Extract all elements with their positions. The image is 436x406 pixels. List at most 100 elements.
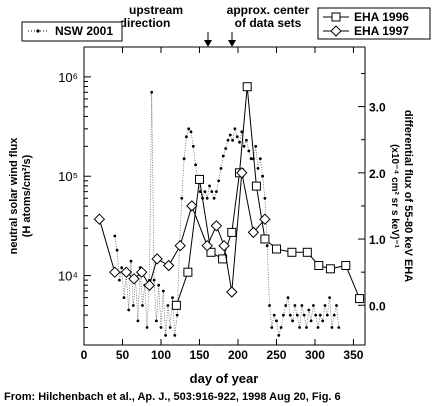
series-nsw-2001-line xyxy=(114,92,340,336)
data-series xyxy=(93,82,365,337)
series-eha-1997-point xyxy=(143,279,156,292)
series-nsw-2001-point xyxy=(323,304,327,307)
series-nsw-2001-point xyxy=(256,167,260,170)
series-nsw-2001-point xyxy=(318,313,322,317)
series-eha-1997-point xyxy=(236,167,248,179)
series-nsw-2001-point xyxy=(185,135,188,139)
series-nsw-2001-point xyxy=(238,140,241,144)
series-nsw-2001-point xyxy=(316,326,320,329)
series-eha-1997-point xyxy=(135,266,148,278)
series-eha-1997-point xyxy=(218,239,230,252)
series-nsw-2001-point xyxy=(180,196,184,200)
series-nsw-2001-point xyxy=(129,259,133,263)
x-axis: 0 50 100 150 200 250 300 350 xyxy=(81,47,364,362)
legend-left-box xyxy=(21,21,123,42)
annotation-center-arrowhead xyxy=(228,40,236,47)
series-eha-1996-point xyxy=(302,247,312,257)
annotation-center-line1: approx. center xyxy=(227,3,310,17)
series-eha-1996-point xyxy=(242,82,252,92)
series-eha-1997-point xyxy=(186,200,198,212)
series-nsw-2001-point xyxy=(131,304,135,307)
plot-frame xyxy=(83,46,366,346)
series-eha-1996-point xyxy=(251,181,261,191)
series-nsw-2001-point xyxy=(127,308,131,312)
x-axis-label: day of year xyxy=(190,371,259,386)
series-nsw-2001-point xyxy=(335,304,338,307)
series-nsw-2001-point xyxy=(217,179,221,183)
legend-right: EHA 1996 EHA 1997 xyxy=(317,7,431,40)
series-eha-1997-point xyxy=(128,273,140,285)
series-nsw-2001-point xyxy=(161,289,165,293)
series-nsw-2001-point xyxy=(118,278,121,282)
series-nsw-2001-point xyxy=(171,296,174,299)
series-eha-1997-point xyxy=(109,266,121,278)
series-eha-1996-point xyxy=(227,227,237,237)
series-nsw-2001-point xyxy=(166,304,170,307)
series-nsw-2001-point xyxy=(332,313,336,317)
series-nsw-2001-point xyxy=(337,326,341,329)
series-nsw-2001-point xyxy=(159,326,163,329)
series-nsw-2001-point xyxy=(279,326,283,329)
series-nsw-2001-point xyxy=(270,326,274,329)
x-tick-label: 100 xyxy=(151,348,171,362)
series-nsw-2001-point xyxy=(277,334,281,337)
series-nsw-2001-point xyxy=(219,167,223,170)
series-eha-1996-point xyxy=(341,261,351,270)
series-eha-1996-point xyxy=(287,247,297,257)
legend-eha1996-marker xyxy=(331,12,341,22)
series-nsw-2001-point xyxy=(155,319,158,323)
series-eha-1996-point xyxy=(272,244,281,254)
series-eha-1996-point xyxy=(325,264,335,274)
series-nsw-2001-point xyxy=(312,304,315,307)
series-nsw-2001-point xyxy=(145,326,149,329)
series-nsw-2001-point xyxy=(245,138,248,142)
series-nsw-2001-point xyxy=(242,144,246,148)
series-nsw-2001-point xyxy=(288,313,292,317)
series-nsw-2001-point xyxy=(268,304,271,307)
series-nsw-2001-point xyxy=(305,326,308,329)
series-nsw-2001-point xyxy=(208,184,211,188)
left-tick-label: 10⁴ xyxy=(58,269,78,284)
x-tick-label: 0 xyxy=(81,348,88,362)
series-nsw-2001-point xyxy=(302,313,306,317)
series-nsw-2001-point xyxy=(330,326,334,329)
left-axis-label-line2: (H atoms/cm²/s) xyxy=(21,154,33,237)
series-nsw-2001-point xyxy=(325,313,329,317)
legend-nsw-label: NSW 2001 xyxy=(55,24,113,38)
series-eha-1996-point xyxy=(314,261,324,270)
x-tick-label: 250 xyxy=(266,348,286,362)
right-tick-label: 1.0 xyxy=(369,233,386,247)
series-nsw-2001-point xyxy=(122,296,126,299)
series-eha-1996-point xyxy=(183,267,193,277)
annotation-center-line2: of data sets xyxy=(235,16,302,30)
series-eha-1997-point xyxy=(226,286,238,298)
legend-eha1997-marker xyxy=(330,25,342,37)
series-nsw-2001-point xyxy=(115,248,119,252)
series-nsw-2001-point xyxy=(221,154,225,158)
series-eha-1997-point xyxy=(259,213,271,225)
series-nsw-2001-point xyxy=(120,266,124,270)
series-nsw-2001-point xyxy=(191,144,195,148)
series-eha-1997-point xyxy=(174,239,186,252)
series-eha-1996-point xyxy=(171,300,181,310)
series-nsw-2001-point xyxy=(328,296,331,299)
series-nsw-2001-point xyxy=(182,157,186,161)
series-nsw-2001-point xyxy=(247,149,251,153)
series-nsw-2001-point xyxy=(240,130,244,134)
right-axis: 0.0 1.0 2.0 3.0 xyxy=(358,72,386,313)
series-nsw-2001-point xyxy=(215,190,218,194)
series-nsw-2001-point xyxy=(189,130,193,134)
series-eha-1997-point xyxy=(120,266,133,278)
series-nsw-2001-point xyxy=(210,190,214,194)
series-nsw-2001-point xyxy=(275,319,278,323)
series-nsw-2001-point xyxy=(291,319,294,323)
x-tick-label: 300 xyxy=(305,348,325,362)
right-tick-label: 3.0 xyxy=(369,101,386,115)
series-eha-1997-point xyxy=(162,259,175,272)
series-nsw-2001-point xyxy=(298,326,301,329)
left-tick-label: 10⁵ xyxy=(58,169,78,184)
series-nsw-2001-point xyxy=(265,244,269,248)
annotation-upstream-arrowhead xyxy=(204,40,212,47)
legend-nsw-marker xyxy=(36,29,40,33)
right-axis-label-line2: (x10⁻⁴ cm² sr s keV)⁻¹ xyxy=(389,144,400,249)
